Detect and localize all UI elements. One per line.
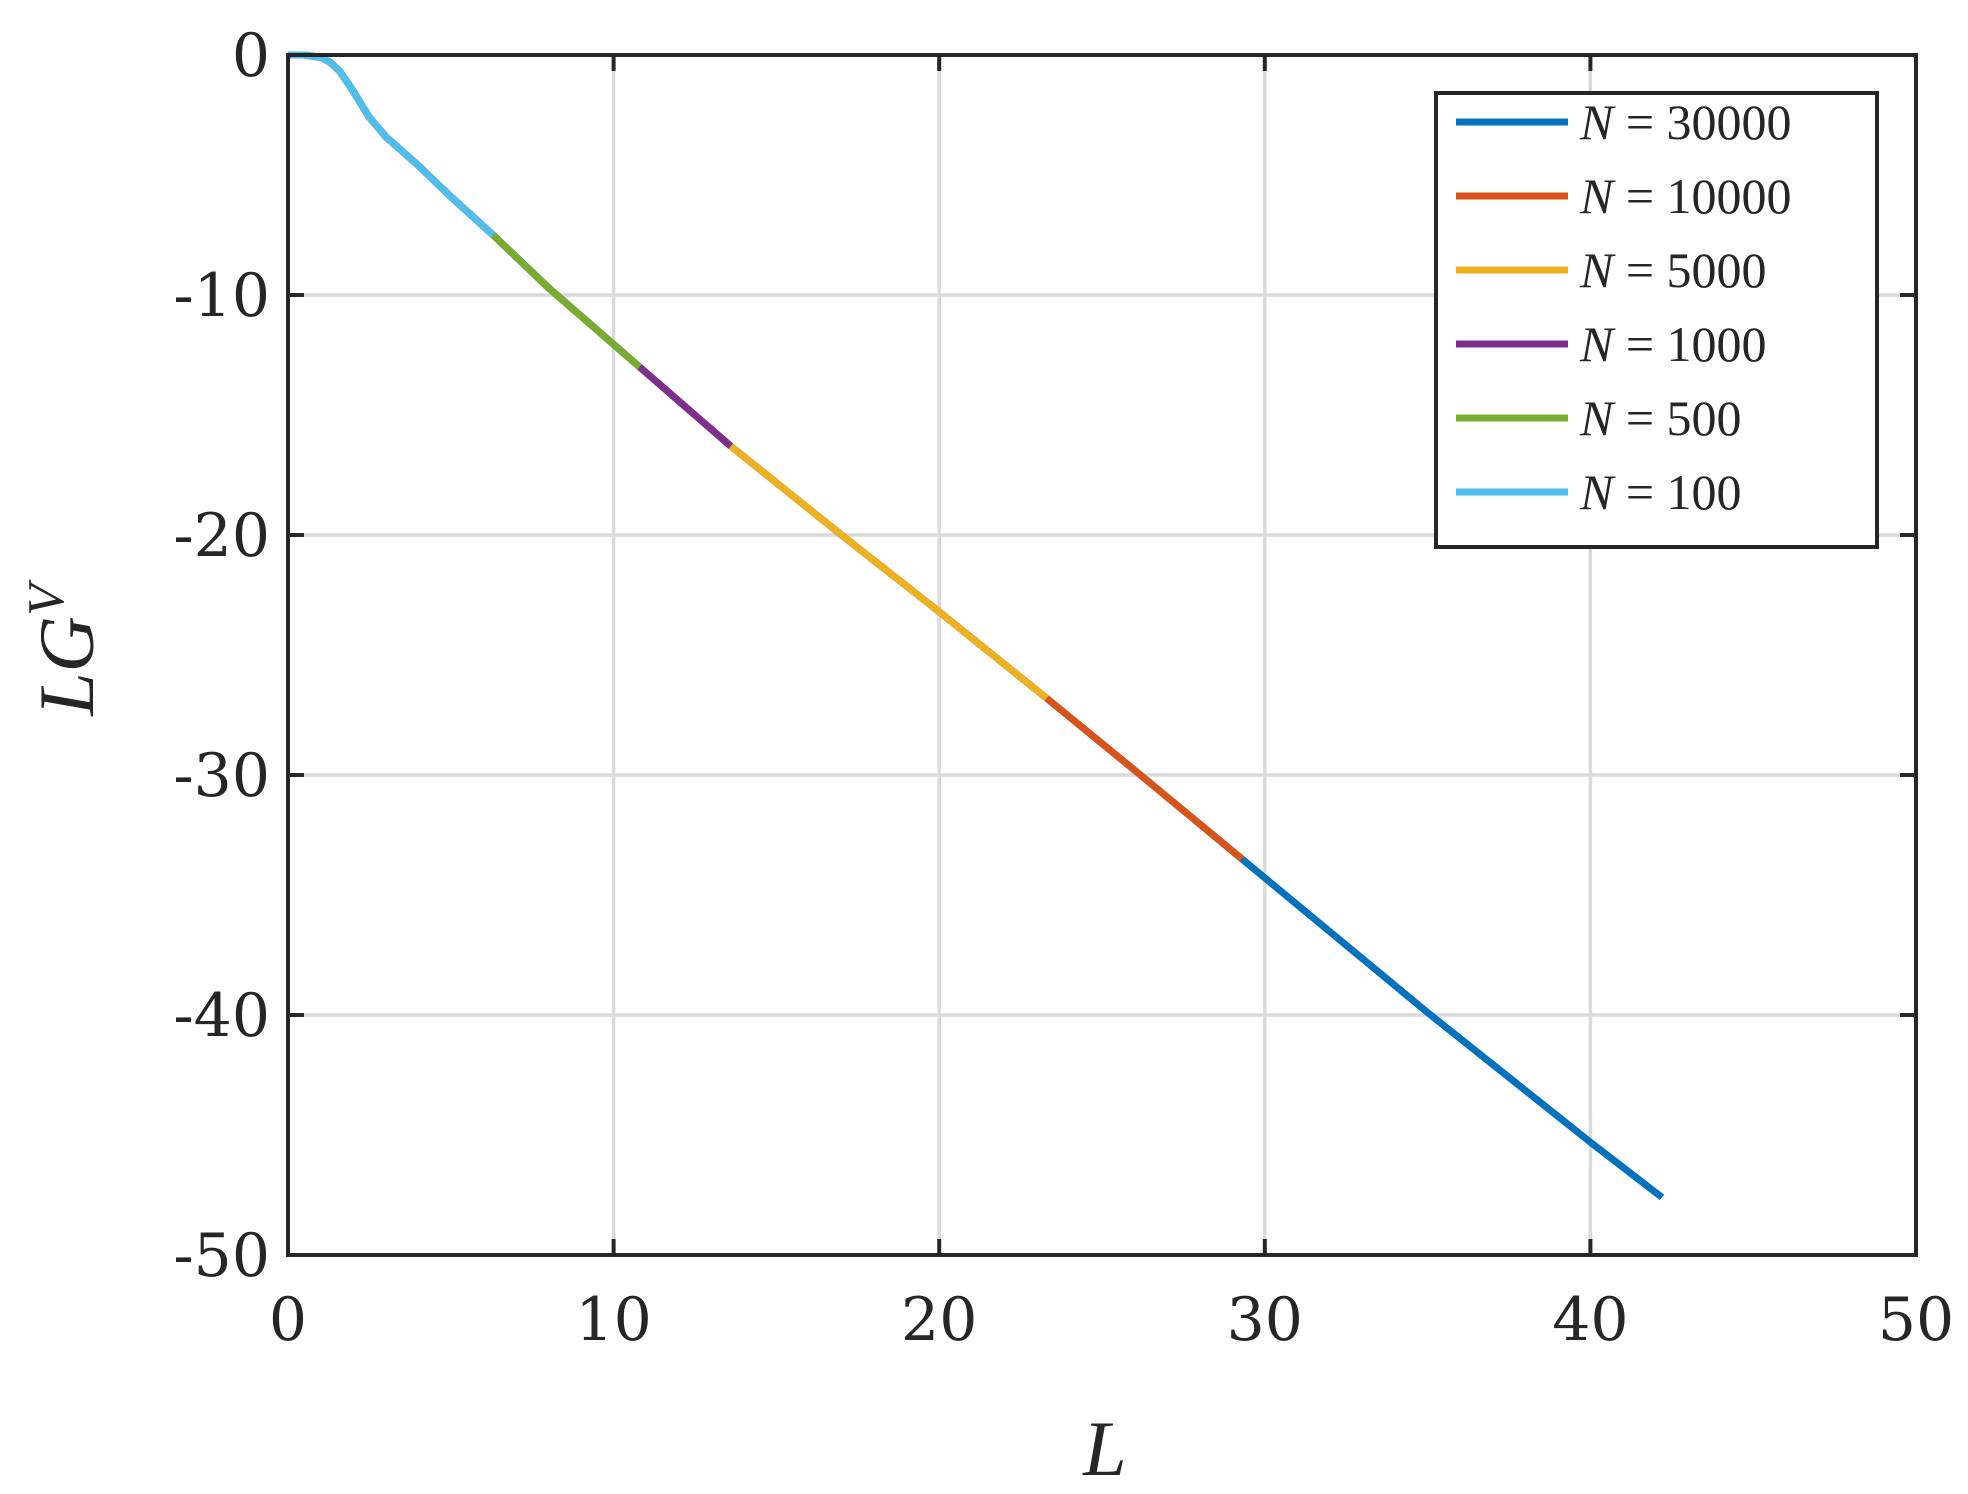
y-axis-label: LGV <box>18 579 110 717</box>
tick-labels: 0 10 20 30 40 50 0 -10 -20 -30 -40 -50 <box>173 21 1954 1355</box>
y-tick-label: -20 <box>173 501 270 571</box>
x-tick-label: 10 <box>575 1285 651 1355</box>
legend-label-n-100: N = 100 <box>1579 464 1742 520</box>
series-lines <box>288 51 1665 1201</box>
y-axis-label-main: LG <box>23 616 110 717</box>
legend-box <box>1434 91 1879 549</box>
legend-label-n-5000: N = 5000 <box>1579 242 1767 298</box>
legend: N = 30000 N = 10000 N = 5000 N = 1000 N = 50… <box>1434 91 1879 549</box>
x-tick-label: 30 <box>1227 1285 1303 1355</box>
plot-area-border <box>286 53 1918 1257</box>
series-line-n-100 <box>288 51 496 238</box>
y-tick-label: -40 <box>173 981 270 1051</box>
y-tick-label: -10 <box>173 261 270 331</box>
axis-ticks <box>286 53 1918 1257</box>
y-tick-label: 0 <box>232 21 270 91</box>
legend-label-n-10000: N = 10000 <box>1579 168 1792 224</box>
x-tick-label: 40 <box>1552 1285 1628 1355</box>
legend-label-n-1000: N = 1000 <box>1579 316 1767 372</box>
y-axis-label-superscript: V <box>18 579 75 616</box>
x-tick-label: 50 <box>1878 1285 1954 1355</box>
x-tick-label: 0 <box>269 1285 307 1355</box>
y-tick-label: -30 <box>173 741 270 811</box>
x-axis-label: L <box>1082 1405 1126 1492</box>
legend-label-n-30000: N = 30000 <box>1579 94 1792 150</box>
y-tick-label: -50 <box>173 1221 270 1291</box>
x-tick-label: 20 <box>901 1285 977 1355</box>
legend-label-n-500: N = 500 <box>1579 390 1742 446</box>
